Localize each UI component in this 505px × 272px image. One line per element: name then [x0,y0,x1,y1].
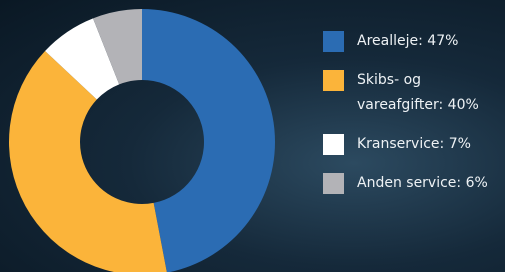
legend-item: Kranservice: 7% [323,132,505,157]
legend-item: Arealleje: 47% [323,29,505,54]
screen: Arealleje: 47% Skibs- og vareafgifter: 40… [0,0,505,272]
legend-swatch [323,70,344,91]
legend-item: Skibs- og vareafgifter: 40% [323,68,505,118]
legend-label: Skibs- og vareafgifter: 40% [357,68,497,118]
donut-chart [0,0,300,272]
legend-label: Kranservice: 7% [357,132,497,157]
legend-swatch [323,134,344,155]
donut-slice [142,9,275,272]
legend-label: Arealleje: 47% [357,29,497,54]
legend: Arealleje: 47% Skibs- og vareafgifter: 40… [323,29,505,210]
legend-swatch [323,31,344,52]
legend-label: Anden service: 6% [357,171,497,196]
legend-swatch [323,173,344,194]
legend-item: Anden service: 6% [323,171,505,196]
